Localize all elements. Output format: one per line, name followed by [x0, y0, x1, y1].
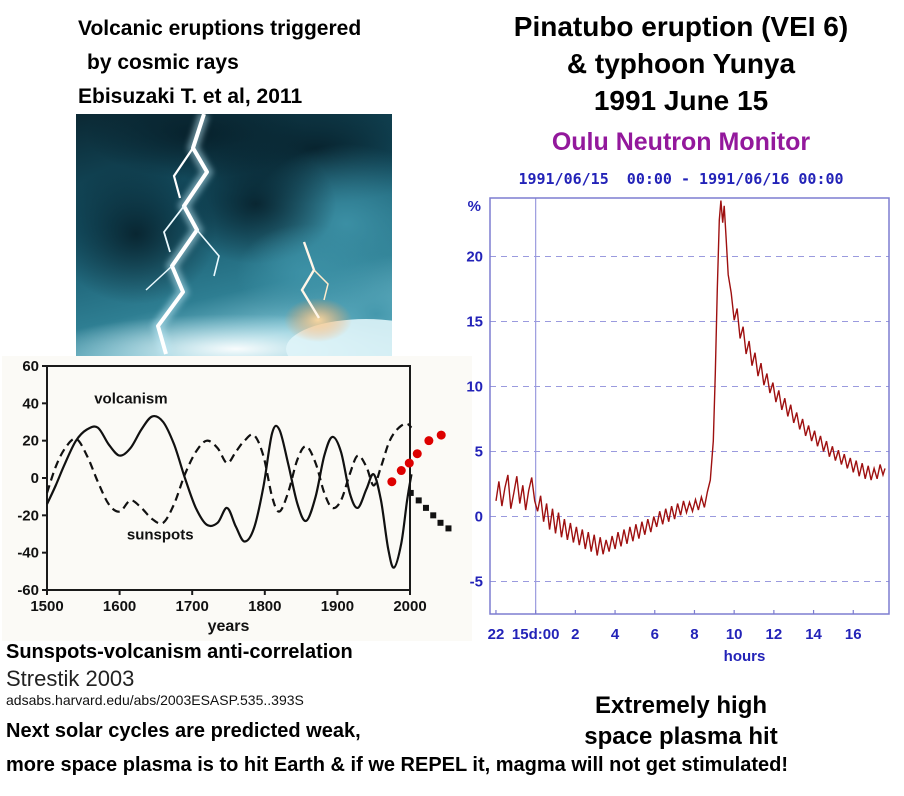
- storm-lightning-image: [76, 114, 392, 360]
- svg-text:-5: -5: [470, 574, 483, 591]
- lightning-bolt-secondary: [300, 241, 321, 319]
- left-title-line-3: Ebisuzaki T. et al, 2011: [78, 85, 303, 108]
- lightning-branch-1: [172, 147, 194, 199]
- svg-text:6: 6: [651, 626, 659, 643]
- svg-text:4: 4: [611, 626, 620, 643]
- left-title-line-1: Volcanic eruptions triggered: [78, 17, 362, 40]
- svg-text:14: 14: [805, 626, 822, 643]
- reference-url: adsabs.harvard.edu/abs/2003ESASP.535..39…: [6, 692, 304, 708]
- svg-text:10: 10: [466, 379, 483, 396]
- svg-text:%: %: [468, 198, 481, 215]
- svg-text:2000: 2000: [393, 598, 426, 615]
- svg-text:15: 15: [466, 314, 483, 331]
- pinatubo-title-line-1: Pinatubo eruption (VEI 6): [513, 11, 849, 42]
- svg-text:20: 20: [466, 249, 483, 266]
- svg-text:10: 10: [726, 626, 743, 643]
- volcanism-label: volcanism: [94, 390, 167, 407]
- volcanism-line: [46, 415, 413, 569]
- monitor-date-range: 1991/06/15 00:00 - 1991/06/16 00:00: [518, 170, 844, 188]
- svg-text:5: 5: [475, 444, 483, 461]
- svg-text:1600: 1600: [103, 598, 136, 615]
- lightning-branch-4: [145, 265, 173, 291]
- prediction-note-line-1: Next solar cycles are predicted weak,: [6, 720, 361, 742]
- svg-text:1700: 1700: [176, 598, 209, 615]
- anticorrelation-caption: Sunspots-volcanism anti-correlation: [6, 641, 353, 663]
- svg-text:1500: 1500: [30, 598, 63, 615]
- plasma-hit-note: Extremely high space plasma hit: [458, 690, 904, 752]
- neutron-count-trace: [495, 200, 886, 556]
- svg-text:0: 0: [475, 509, 483, 526]
- svg-text:-60: -60: [17, 582, 39, 599]
- pinatubo-title-line-3: 1991 June 15: [593, 85, 769, 116]
- svg-text:1800: 1800: [248, 598, 281, 615]
- svg-text:20: 20: [22, 433, 39, 450]
- svg-text:12: 12: [766, 626, 783, 643]
- eruption-glow: [284, 298, 352, 342]
- reference-author: Strestik 2003: [6, 666, 135, 691]
- neutron-monitor-title: Oulu Neutron Monitor: [551, 128, 811, 156]
- left-title-line-2: by cosmic rays: [87, 51, 239, 74]
- svg-text:years: years: [208, 618, 250, 635]
- svg-text:8: 8: [690, 626, 698, 643]
- sunspots-forecast-dots: [407, 489, 452, 532]
- left-title-block: Volcanic eruptions triggered by cosmic r…: [78, 12, 361, 114]
- sunspots-line: [45, 422, 413, 525]
- svg-text:22: 22: [488, 626, 505, 643]
- sunspots-label: sunspots: [127, 527, 194, 544]
- plasma-hit-line-1: Extremely high: [594, 692, 768, 719]
- sunspots-volcanism-chart: 1500 1600 1700 1800 1900 2000 -60 -40 -20 0 20 40 60…: [2, 356, 472, 641]
- svg-text:-20: -20: [17, 507, 39, 524]
- pinatubo-title-line-2: & typhoon Yunya: [566, 48, 796, 79]
- svg-text:-40: -40: [17, 545, 39, 562]
- svg-text:60: 60: [22, 358, 39, 375]
- oulu-neutron-chart: -5 0 5 10 15 20% 22 15d:00 2 4 6 8 10 12 14 16 hours: [466, 197, 890, 665]
- svg-text:16: 16: [845, 626, 862, 643]
- svg-text:1900: 1900: [321, 598, 354, 615]
- svg-text:hours: hours: [724, 648, 766, 665]
- svg-text:15d:00: 15d:00: [512, 626, 560, 643]
- lightning-branch-2: [163, 205, 185, 253]
- cloud-teal-center: [236, 224, 376, 324]
- cloud-dark-side: [76, 164, 216, 304]
- lightning-branch-3: [196, 229, 220, 277]
- svg-text:0: 0: [31, 470, 39, 487]
- prediction-note-line-2: more space plasma is to hit Earth & if w…: [6, 754, 789, 776]
- svg-text:2: 2: [571, 626, 579, 643]
- plasma-hit-line-2: space plasma hit: [584, 723, 778, 750]
- svg-text:40: 40: [22, 395, 39, 412]
- pinatubo-title: Pinatubo eruption (VEI 6) & typhoon Yuny…: [458, 8, 904, 119]
- lightning-branch-5: [313, 269, 329, 301]
- volcanism-forecast-dots: [387, 430, 446, 487]
